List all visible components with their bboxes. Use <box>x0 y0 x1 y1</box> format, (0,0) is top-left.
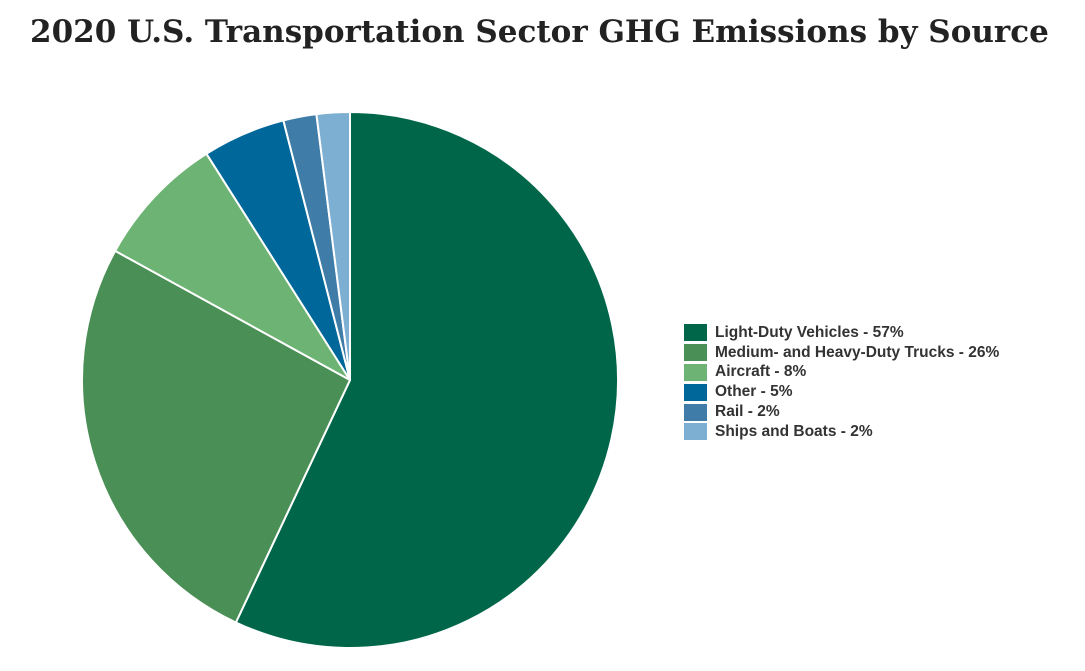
pie-slice-light-duty-vehicles <box>234 111 619 649</box>
legend-swatch <box>684 403 707 421</box>
legend: Light-Duty Vehicles - 57% Medium- and He… <box>684 323 999 442</box>
legend-item-light-duty-vehicles: Light-Duty Vehicles - 57% <box>684 323 999 343</box>
legend-swatch <box>684 344 707 362</box>
legend-label: Other - 5% <box>715 383 793 401</box>
legend-item-ships-and-boats: Ships and Boats - 2% <box>684 422 999 442</box>
legend-item-aircraft: Aircraft - 8% <box>684 363 999 383</box>
legend-swatch <box>684 363 707 381</box>
legend-swatch <box>684 383 707 401</box>
legend-item-other: Other - 5% <box>684 382 999 402</box>
legend-label: Light-Duty Vehicles - 57% <box>715 323 904 341</box>
legend-item-rail: Rail - 2% <box>684 402 999 422</box>
legend-swatch <box>684 423 707 441</box>
pie-slice-ships-and-boats <box>315 110 351 381</box>
legend-swatch <box>684 324 707 342</box>
legend-label: Medium- and Heavy-Duty Trucks - 26% <box>715 343 1000 361</box>
legend-item-trucks: Medium- and Heavy-Duty Trucks - 26% <box>684 343 999 363</box>
pie-slice-aircraft <box>114 152 351 381</box>
legend-label: Ships and Boats - 2% <box>715 422 873 440</box>
legend-label: Aircraft - 8% <box>715 363 807 381</box>
chart-title: 2020 U.S. Transportation Sector GHG Emis… <box>30 14 1049 50</box>
legend-label: Rail - 2% <box>715 403 780 421</box>
